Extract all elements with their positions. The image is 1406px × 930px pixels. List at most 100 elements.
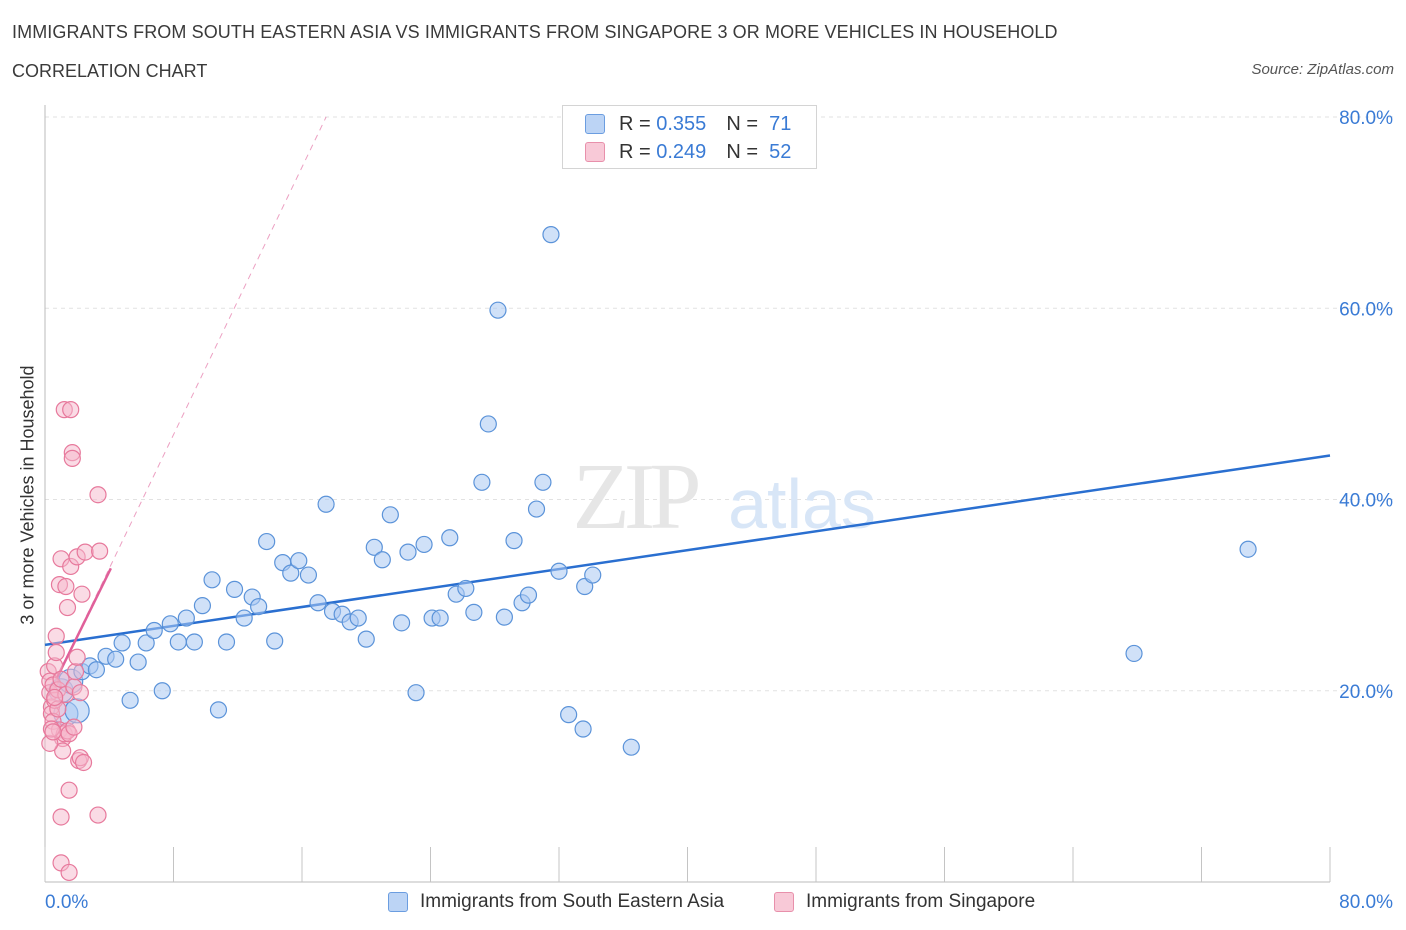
point-sea xyxy=(177,609,195,627)
r-value: 0.355 xyxy=(656,112,707,135)
point-sea xyxy=(113,634,131,652)
point-sea xyxy=(381,506,399,524)
legend-swatch-pink xyxy=(585,142,605,162)
point-sea xyxy=(235,609,253,627)
point-singapore xyxy=(52,670,70,688)
point-sea xyxy=(217,633,236,651)
point-sea xyxy=(1239,540,1257,558)
chart-title: IMMIGRANTS FROM SOUTH EASTERN ASIA VS IM… xyxy=(12,22,1058,42)
stats-row-sea: R = 0.355 N = 71 xyxy=(585,110,791,138)
point-sea xyxy=(357,630,375,648)
point-sea xyxy=(145,621,163,640)
point-singapore xyxy=(58,598,77,617)
watermark-atlas: atlas xyxy=(728,465,876,543)
point-sea xyxy=(317,495,335,513)
stats-row-singapore: R = 0.249 N = 52 xyxy=(585,138,791,166)
point-singapore xyxy=(54,742,72,760)
point-singapore xyxy=(91,542,109,560)
legend-swatch-blue xyxy=(585,114,605,134)
stats-legend: R = 0.355 N = 71 R = 0.249 N = 52 xyxy=(562,105,817,169)
point-singapore xyxy=(63,449,81,467)
legend-swatch-blue xyxy=(388,892,408,912)
point-sea xyxy=(282,564,300,582)
point-sea xyxy=(161,615,179,633)
point-singapore xyxy=(60,863,78,882)
gridlines xyxy=(45,116,1395,692)
point-sea xyxy=(266,632,284,650)
point-singapore xyxy=(89,806,107,824)
point-sea xyxy=(137,634,155,652)
n-value: 71 xyxy=(769,112,792,135)
point-sea xyxy=(185,633,203,651)
point-singapore xyxy=(76,543,94,561)
point-sea xyxy=(505,532,523,550)
data-points xyxy=(39,226,1257,882)
point-singapore xyxy=(62,401,80,419)
point-sea xyxy=(209,701,228,719)
r-label: R = xyxy=(619,140,651,163)
tick-labels: 20.0% 40.0% 60.0% 80.0% 0.0% 80.0% xyxy=(45,108,1393,913)
watermark: ZIP atlas xyxy=(573,445,876,549)
axes xyxy=(44,105,1331,883)
point-sea xyxy=(87,661,106,679)
point-sea xyxy=(473,473,491,491)
n-label: N = xyxy=(726,112,758,135)
point-sea xyxy=(431,609,449,627)
point-sea xyxy=(407,684,425,702)
point-sea xyxy=(203,571,221,589)
point-singapore xyxy=(68,648,86,666)
trendline-singapore-extension xyxy=(47,116,327,696)
legend-label-sea: Immigrants from South Eastern Asia xyxy=(420,891,725,912)
source-label: Source: ZipAtlas.com xyxy=(1251,61,1394,78)
x-tick-label: 80.0% xyxy=(1339,892,1393,913)
point-sea xyxy=(457,579,475,598)
point-sea xyxy=(542,226,560,244)
r-label: R = xyxy=(619,112,651,135)
point-sea xyxy=(349,609,367,627)
point-sea xyxy=(392,614,411,632)
point-sea xyxy=(309,594,327,612)
point-singapore xyxy=(57,577,75,596)
n-value: 52 xyxy=(769,140,792,163)
point-sea xyxy=(225,580,244,598)
point-sea xyxy=(169,633,187,651)
point-singapore xyxy=(66,663,85,681)
y-tick-label: 20.0% xyxy=(1339,682,1393,703)
point-sea xyxy=(489,301,507,319)
point-sea xyxy=(373,551,391,569)
point-sea xyxy=(250,597,268,616)
n-label: N = xyxy=(726,140,758,163)
point-sea xyxy=(465,603,483,621)
watermark-zip: ZIP xyxy=(573,445,699,549)
legend-item-singapore[interactable]: Immigrants from Singapore xyxy=(774,887,1035,917)
point-sea xyxy=(560,706,578,724)
point-sea xyxy=(258,532,276,551)
point-sea xyxy=(299,566,318,584)
point-sea xyxy=(399,543,417,561)
point-sea xyxy=(441,529,459,547)
point-singapore xyxy=(71,684,89,702)
point-sea xyxy=(584,566,602,584)
point-singapore xyxy=(89,486,107,504)
point-sea xyxy=(290,552,308,570)
point-singapore xyxy=(47,643,65,662)
point-singapore xyxy=(46,688,64,707)
legend-swatch-pink xyxy=(774,892,794,912)
trend-lines xyxy=(44,116,1331,697)
point-sea xyxy=(107,650,125,668)
point-sea xyxy=(415,535,433,554)
legend-label-singapore: Immigrants from Singapore xyxy=(806,891,1036,912)
point-singapore xyxy=(60,781,78,799)
y-tick-label: 40.0% xyxy=(1339,491,1393,512)
point-sea xyxy=(479,415,497,433)
point-sea xyxy=(527,500,546,518)
y-tick-label: 80.0% xyxy=(1339,108,1393,129)
legend-item-sea[interactable]: Immigrants from South Eastern Asia xyxy=(388,887,724,917)
x-tick-label: 0.0% xyxy=(45,892,88,913)
point-singapore xyxy=(74,753,93,772)
point-sea xyxy=(153,682,171,700)
point-sea xyxy=(534,473,552,491)
point-sea xyxy=(1125,644,1143,663)
point-singapore xyxy=(73,585,91,603)
